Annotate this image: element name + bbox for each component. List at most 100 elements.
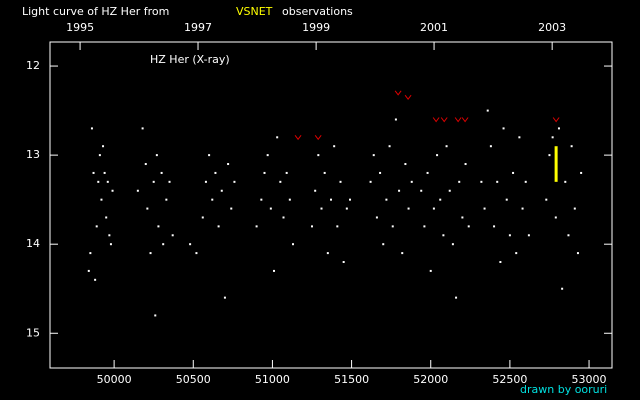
point [554,216,557,219]
point [214,171,217,174]
point [155,154,158,157]
point [573,207,576,210]
point [266,154,269,157]
point [564,180,567,183]
credit: drawn by ooruri [520,383,607,396]
x2-tick-label: 1997 [184,21,212,34]
point [292,243,295,246]
point [285,171,288,174]
upper-limit [432,117,440,123]
point [323,171,326,174]
point [108,234,111,237]
point [273,269,276,272]
point [227,163,230,166]
point [233,180,236,183]
point [448,189,451,192]
point [95,225,98,228]
point [152,180,155,183]
upper-limit [552,117,560,123]
point [401,252,404,255]
upper-limit [440,117,448,123]
point [230,207,233,210]
point [288,198,291,201]
point [97,180,100,183]
point [505,198,508,201]
point [518,136,521,139]
point [410,180,413,183]
point [94,278,97,281]
point [486,109,489,112]
upper-limit [404,94,412,101]
point [512,171,515,174]
x2-tick-label: 1995 [66,21,94,34]
y-tick-label: 12 [26,59,40,72]
point [160,171,163,174]
point [445,145,448,148]
x-tick-label: 52000 [413,373,448,386]
point [551,136,554,139]
point [144,163,147,166]
point [432,207,435,210]
point [461,216,464,219]
y-tick-label: 13 [26,148,40,161]
point [146,207,149,210]
point [467,225,470,228]
point [330,198,332,201]
point [89,252,92,255]
annotation: HZ Her (X-ray) [150,53,230,66]
point [527,234,530,237]
point [455,296,458,299]
point [483,207,486,210]
point [168,180,171,183]
point [276,136,279,139]
point [404,163,407,166]
point [502,127,505,130]
point [211,198,214,201]
point [496,180,499,183]
point [141,127,144,130]
point [136,189,139,192]
point [348,198,351,201]
point [561,287,564,290]
point [493,225,496,228]
point [508,234,511,237]
point [149,252,152,255]
x2-tick-label: 2003 [538,21,566,34]
point [570,145,573,148]
point [557,127,560,130]
point [162,243,165,246]
point [436,154,439,157]
point [103,171,106,174]
point [217,225,220,228]
point [223,296,226,299]
x-tick-label: 51000 [255,373,290,386]
point [369,180,372,183]
point [263,171,266,174]
point [375,216,378,219]
point [208,154,211,157]
point [521,207,524,210]
point [111,189,114,192]
point [385,198,388,201]
point [255,225,258,228]
point [391,225,394,228]
point [87,269,90,272]
point [154,314,157,317]
point [580,171,583,174]
upper-limit [314,135,322,141]
point [165,198,168,201]
point [102,145,105,148]
point [524,180,527,183]
point [157,225,160,228]
point [345,207,348,210]
point [201,216,204,219]
point [429,269,432,272]
point [548,154,551,157]
point [314,189,317,192]
point [279,180,282,183]
point [423,225,426,228]
x-tick-label: 50000 [97,373,132,386]
point [442,234,445,237]
